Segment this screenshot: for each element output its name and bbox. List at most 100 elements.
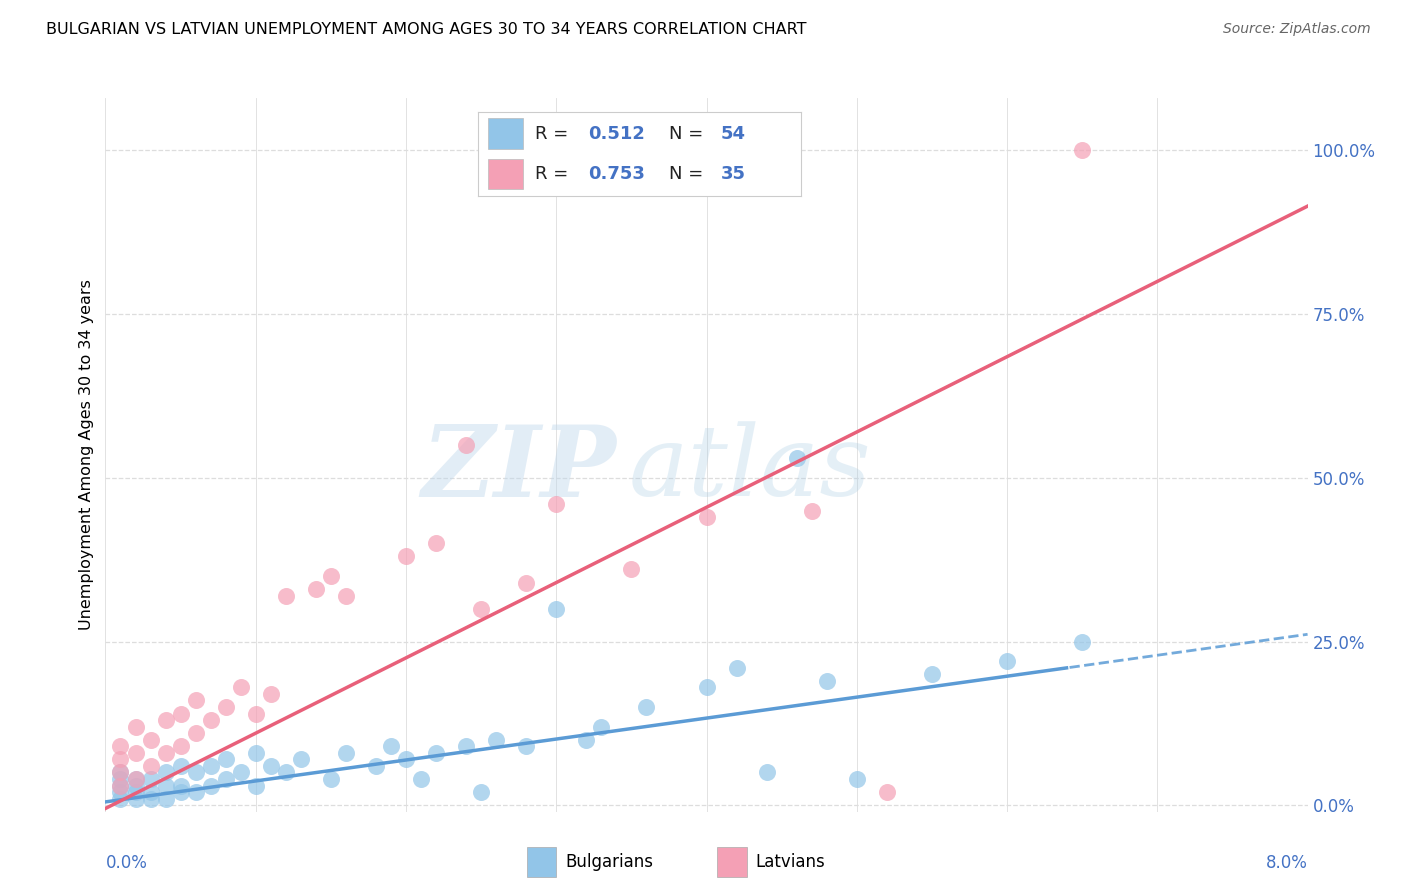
Point: [800, 503, 823, 517]
Point: [139, 732, 162, 747]
Bar: [717, 847, 747, 877]
Point: [124, 772, 146, 786]
Point: [485, 732, 508, 747]
Y-axis label: Unemployment Among Ages 30 to 34 years: Unemployment Among Ages 30 to 34 years: [79, 279, 94, 631]
Point: [319, 772, 342, 786]
Point: [274, 589, 297, 603]
Point: [110, 779, 132, 793]
Point: [335, 589, 357, 603]
Text: N =: N =: [669, 165, 709, 183]
Point: [155, 779, 177, 793]
Point: [124, 785, 146, 799]
Point: [591, 720, 613, 734]
Text: Latvians: Latvians: [756, 853, 825, 871]
Point: [995, 654, 1018, 668]
Point: [139, 772, 162, 786]
Point: [200, 713, 222, 727]
Point: [409, 772, 432, 786]
Point: [110, 779, 132, 793]
Point: [380, 739, 402, 754]
Point: [124, 746, 146, 760]
Point: [124, 779, 146, 793]
Point: [260, 759, 283, 773]
Point: [184, 726, 207, 740]
Text: atlas: atlas: [628, 422, 872, 516]
Point: [155, 713, 177, 727]
Point: [110, 772, 132, 786]
Text: 0.512: 0.512: [588, 125, 645, 143]
Point: [364, 759, 387, 773]
Point: [229, 681, 252, 695]
Point: [395, 752, 418, 766]
Point: [546, 601, 568, 615]
Point: [575, 732, 598, 747]
Point: [696, 681, 718, 695]
Bar: [488, 159, 523, 189]
Point: [169, 779, 191, 793]
Point: [725, 661, 748, 675]
Point: [229, 765, 252, 780]
Point: [110, 765, 132, 780]
Text: 35: 35: [721, 165, 745, 183]
Point: [290, 752, 312, 766]
Point: [155, 765, 177, 780]
Point: [110, 752, 132, 766]
Text: R =: R =: [534, 165, 574, 183]
Text: R =: R =: [534, 125, 574, 143]
Point: [1071, 634, 1094, 648]
Point: [845, 772, 868, 786]
Point: [335, 746, 357, 760]
Point: [124, 720, 146, 734]
Point: [139, 785, 162, 799]
Point: [470, 601, 492, 615]
Point: [454, 438, 477, 452]
Point: [110, 791, 132, 805]
Point: [260, 687, 283, 701]
Point: [110, 765, 132, 780]
Text: ZIP: ZIP: [422, 421, 616, 517]
Point: [815, 673, 838, 688]
Point: [155, 746, 177, 760]
Point: [214, 752, 236, 766]
Point: [214, 772, 236, 786]
Text: Bulgarians: Bulgarians: [565, 853, 654, 871]
Text: 0.0%: 0.0%: [105, 855, 148, 872]
Point: [515, 739, 537, 754]
Point: [124, 772, 146, 786]
Point: [876, 785, 898, 799]
Point: [425, 746, 447, 760]
Point: [184, 693, 207, 707]
Point: [515, 575, 537, 590]
Point: [636, 700, 658, 714]
Point: [921, 667, 943, 681]
Point: [1071, 144, 1094, 158]
Point: [169, 706, 191, 721]
Point: [245, 779, 267, 793]
Point: [184, 785, 207, 799]
Point: [620, 562, 643, 576]
Text: N =: N =: [669, 125, 709, 143]
Point: [169, 759, 191, 773]
Text: 0.753: 0.753: [588, 165, 645, 183]
Point: [110, 739, 132, 754]
Point: [155, 791, 177, 805]
Bar: [488, 119, 523, 149]
Point: [184, 765, 207, 780]
Point: [425, 536, 447, 550]
Point: [755, 765, 778, 780]
Point: [169, 785, 191, 799]
Text: BULGARIAN VS LATVIAN UNEMPLOYMENT AMONG AGES 30 TO 34 YEARS CORRELATION CHART: BULGARIAN VS LATVIAN UNEMPLOYMENT AMONG …: [46, 22, 807, 37]
Point: [169, 739, 191, 754]
Point: [786, 451, 808, 466]
Point: [139, 791, 162, 805]
Point: [124, 791, 146, 805]
Point: [245, 746, 267, 760]
Point: [395, 549, 418, 564]
Point: [274, 765, 297, 780]
Point: [546, 497, 568, 511]
Text: 8.0%: 8.0%: [1265, 855, 1308, 872]
Point: [245, 706, 267, 721]
Point: [454, 739, 477, 754]
Point: [200, 779, 222, 793]
Text: Source: ZipAtlas.com: Source: ZipAtlas.com: [1223, 22, 1371, 37]
